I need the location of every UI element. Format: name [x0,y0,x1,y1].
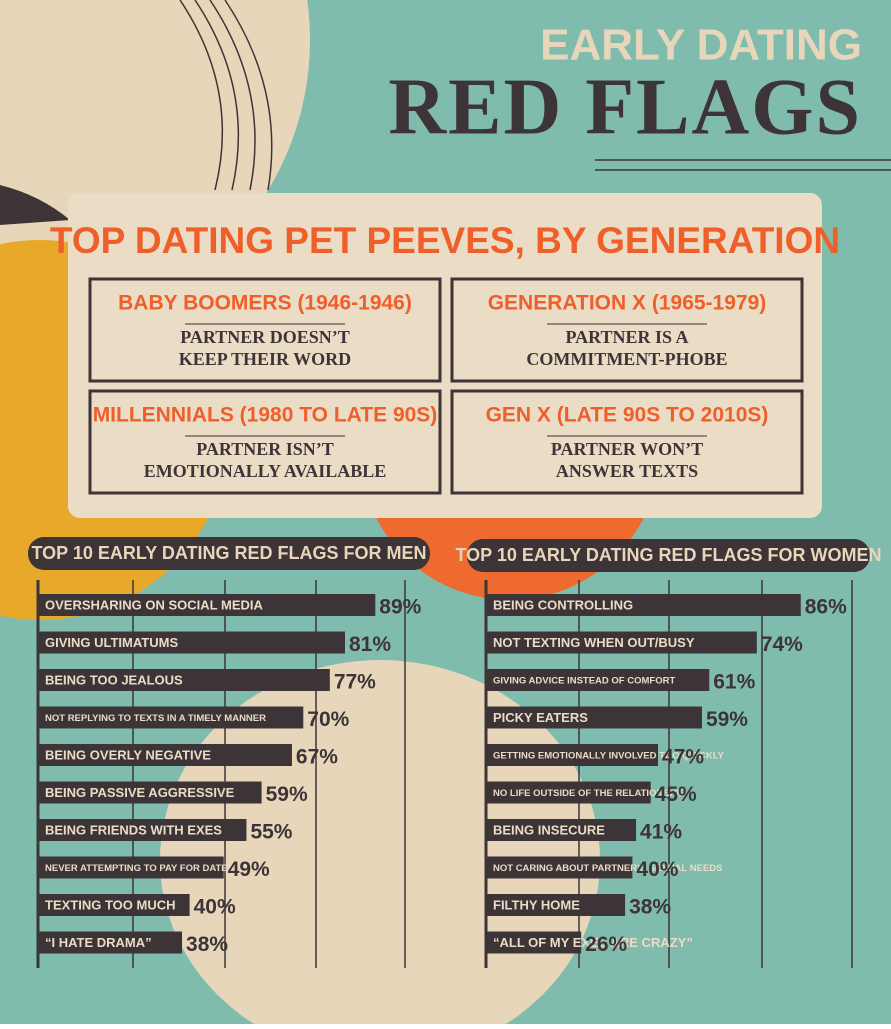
bar [38,856,224,879]
bar-label: NEVER ATTEMPTING TO PAY FOR DATES [45,863,234,874]
value-label: 59% [266,783,308,806]
value-label: 45% [655,783,697,806]
value-label: 61% [713,671,755,694]
value-label: 74% [761,633,803,656]
bar [38,669,330,691]
value-label: 38% [186,933,228,956]
value-label: 55% [250,821,292,844]
generation-heading: MILLENNIALS (1980 TO LATE 90S) [93,404,438,427]
bar-label: GIVING ULTIMATUMS [45,635,178,650]
value-label: 86% [805,596,847,619]
bar-label: “I HATE DRAMA” [45,935,152,950]
generation-peeve: PARTNER ISN’T [196,439,334,459]
generation-peeve: PARTNER WON’T [551,439,703,459]
bar-label: FILTHY HOME [493,897,580,912]
bar [38,931,183,954]
bar-label: “ALL OF MY EXES ARE CRAZY” [493,935,693,950]
bar [38,594,376,616]
peeves-title: TOP DATING PET PEEVES, BY GENERATION [50,220,840,261]
chart-title: TOP 10 EARLY DATING RED FLAGS FOR MEN [31,543,426,563]
main-title: RED FLAGS [388,63,862,151]
bar [486,781,651,804]
bar-label: BEING INSECURE [493,822,605,837]
bar-label: PICKY EATERS [493,710,588,725]
value-label: 40% [194,896,236,919]
bar [38,706,304,729]
bar-label: BEING FRIENDS WITH EXES [45,822,222,837]
generation-heading: GENERATION X (1965-1979) [488,292,767,315]
bar-label: NOT TEXTING WHEN OUT/BUSY [493,635,695,650]
value-label: 70% [307,708,349,731]
bar [486,706,702,729]
value-label: 67% [296,746,338,769]
generation-peeve: PARTNER IS A [565,327,688,347]
bar-label: NOT REPLYING TO TEXTS IN A TIMELY MANNER [45,713,266,724]
chart-title-pill [467,539,870,572]
generation-heading: BABY BOOMERS (1946-1946) [118,292,412,315]
value-label: 40% [636,858,678,881]
generation-heading: GEN X (LATE 90S TO 2010S) [486,404,769,427]
bar-label: NOT CARING ABOUT PARTNER’S SEXUAL NEEDS [493,863,722,874]
bar [38,819,247,841]
value-label: 89% [379,596,421,619]
peeves-panel [68,193,822,518]
record-arcs [179,0,273,191]
value-label: 41% [640,821,682,844]
bar [486,894,626,916]
bar [38,631,345,654]
generation-box [450,389,804,495]
bar-label: BEING OVERLY NEGATIVE [45,747,211,762]
value-label: 49% [228,858,270,881]
bar [486,594,801,616]
bar [486,669,710,691]
generation-box [88,277,442,383]
bar-label: BEING TOO JEALOUS [45,672,183,687]
generation-peeve: EMOTIONALLY AVAILABLE [144,461,387,481]
bar [38,744,292,766]
bar [486,744,659,766]
kicker: EARLY DATING [540,21,862,70]
value-label: 77% [334,671,376,694]
bar [486,631,757,654]
generation-peeve: KEEP THEIR WORD [179,349,351,369]
bar [38,894,190,916]
value-label: 81% [349,633,391,656]
bar [486,819,637,841]
bar-label: BEING PASSIVE AGGRESSIVE [45,785,235,800]
value-label: 47% [662,746,704,769]
bar [38,781,262,804]
generation-box [88,389,442,495]
chart-title-pill [28,537,430,570]
value-label: 59% [706,708,748,731]
bar-label: TEXTING TOO MUCH [45,897,175,912]
bar [486,931,582,954]
generation-peeve: PARTNER DOESN’T [180,327,350,347]
bar-label: BEING CONTROLLING [493,597,633,612]
generation-box [450,277,804,383]
bar-label: GETTING EMOTIONALLY INVOLVED TOO QUICKLY [493,751,725,762]
dark-wedge [0,185,70,225]
generation-peeve: ANSWER TEXTS [556,461,698,481]
bar-label: OVERSHARING ON SOCIAL MEDIA [45,597,264,612]
chart-title: TOP 10 EARLY DATING RED FLAGS FOR WOMEN [455,545,881,565]
value-label: 26% [585,933,627,956]
bar-label: NO LIFE OUTSIDE OF THE RELATIONSHIP [493,788,686,799]
value-label: 38% [629,896,671,919]
bar-label: GIVING ADVICE INSTEAD OF COMFORT [493,676,675,687]
generation-peeve: COMMITMENT-PHOBE [526,349,727,369]
bar [486,856,633,879]
